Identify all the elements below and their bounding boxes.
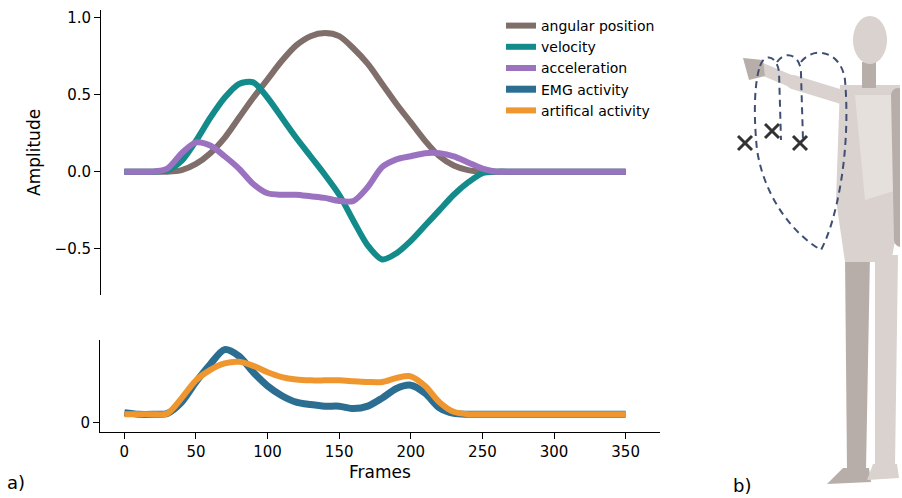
svg-text:artifical activity: artifical activity (541, 103, 650, 119)
svg-text:Amplitude: Amplitude (24, 109, 44, 196)
svg-text:−0.5: −0.5 (55, 240, 91, 258)
svg-text:Frames: Frames (349, 462, 411, 482)
svg-text:1.0: 1.0 (67, 9, 91, 27)
svg-text:acceleration: acceleration (541, 60, 627, 76)
svg-text:350: 350 (611, 443, 640, 461)
svg-text:0: 0 (80, 414, 90, 432)
svg-text:0: 0 (120, 443, 130, 461)
svg-text:300: 300 (540, 443, 569, 461)
svg-text:0.5: 0.5 (67, 86, 91, 104)
svg-text:0.0: 0.0 (67, 163, 91, 181)
svg-text:EMG activity: EMG activity (541, 82, 629, 98)
svg-text:100: 100 (253, 443, 282, 461)
svg-text:200: 200 (396, 443, 425, 461)
svg-text:a): a) (7, 472, 25, 493)
svg-text:50: 50 (186, 443, 205, 461)
svg-text:150: 150 (325, 443, 354, 461)
svg-text:250: 250 (468, 443, 497, 461)
svg-text:angular position: angular position (541, 18, 654, 34)
svg-text:velocity: velocity (541, 39, 596, 55)
svg-text:b): b) (733, 475, 751, 496)
